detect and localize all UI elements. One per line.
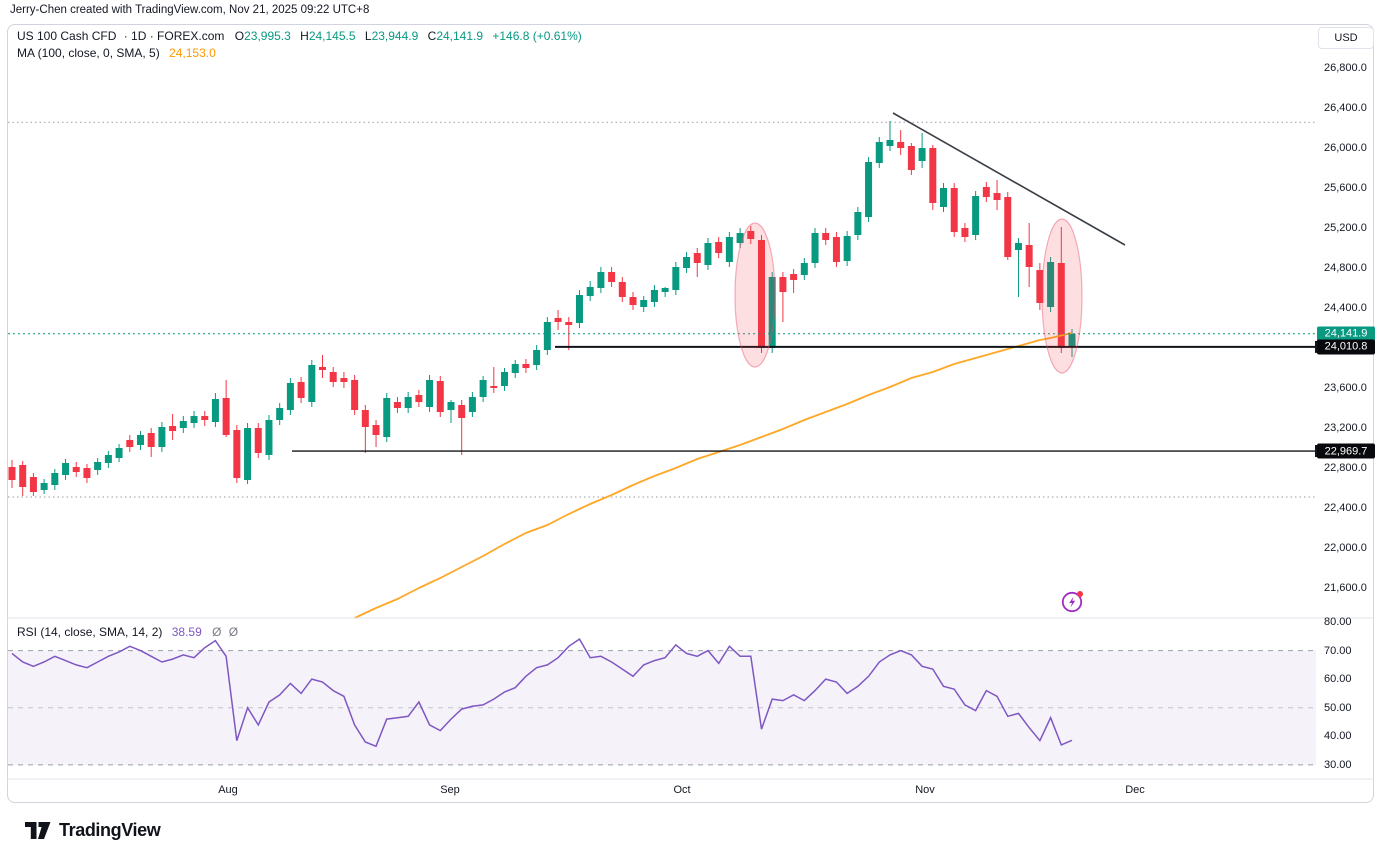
ohlc-low-label: L [364,28,372,43]
rsi-hidden-value-icon: Ø [212,624,222,639]
price-badge: 24,141.9 [1317,326,1375,342]
price-axis-label: 26,400.0 [1324,102,1367,114]
price-axis-label: 24,400.0 [1324,302,1367,314]
time-axis-label: Aug [218,784,238,796]
price-axis-label: 23,200.0 [1324,422,1367,434]
ma-legend-label: MA (100, close, 0, SMA, 5) [17,45,160,60]
ohlc-close-label: C [427,28,437,43]
range-dotted-lines [8,121,1316,498]
ohlc-change: +146.8 (+0.61%) [492,28,582,43]
time-axis-label: Sep [440,784,460,796]
rsi-axis-label: 50.00 [1324,701,1352,714]
ohlc-low-value: 23,944.9 [371,28,419,43]
ma-legend[interactable]: MA (100, close, 0, SMA, 5) 24,153.0 [17,45,216,60]
symbol-legend[interactable]: US 100 Cash CFD · 1D · FOREX.com O23,995… [17,28,582,43]
rsi-axis-label: 80.00 [1324,616,1352,628]
rsi-band [8,650,1316,766]
price-badge: 24,010.8 [1317,339,1375,355]
symbol-interval-exchange: · 1D · FOREX.com [123,28,225,43]
rsi-hidden-value-icon: Ø [228,624,239,639]
price-axis-label: 22,400.0 [1324,502,1367,514]
rsi-legend-value: 38.59 [171,624,202,639]
rsi-axis-label: 70.00 [1324,644,1352,657]
chart-frame [7,24,1374,803]
ohlc-high-value: 24,145.5 [308,28,356,43]
tradingview-logo-text: TradingView [59,820,161,840]
ohlc-high-label: H [300,28,309,43]
price-axis-label: 22,000.0 [1324,542,1367,554]
trendline[interactable] [892,112,1126,246]
time-axis-label: Dec [1125,784,1145,796]
price-axis-label: 21,600.0 [1324,582,1367,594]
currency-usd-button[interactable]: USD [1318,27,1374,49]
annotation-ellipses[interactable] [734,218,1083,374]
rsi-axis-label: 40.00 [1324,730,1352,743]
rsi-line [11,638,1073,748]
symbol-title: US 100 Cash CFD [17,28,117,43]
rsi-legend[interactable]: RSI (14, close, SMA, 14, 2) 38.59 Ø Ø [17,624,238,639]
ohlc-open-value: 23,995.3 [244,28,291,43]
rsi-axis-label: 30.00 [1324,758,1352,771]
ohlc-open-label: O [234,28,245,43]
price-badge: 22,969.7 [1317,443,1375,459]
candles [8,121,1076,496]
price-axis-label: 24,800.0 [1324,262,1367,274]
price-axis-label: 26,800.0 [1324,62,1367,74]
ma-line [354,331,1073,619]
price-axis-label: 22,800.0 [1324,462,1367,474]
price-axis-label: 23,600.0 [1324,382,1367,394]
pane-separators[interactable] [7,617,1374,780]
attribution-text: Jerry-Chen created with TradingView.com,… [10,4,370,16]
tradingview-logo[interactable]: TradingView [25,820,161,841]
tradingview-logo-mark [25,821,51,839]
flash-events-icon[interactable] [1059,588,1086,615]
ohlc-close-value: 24,141.9 [436,28,484,43]
support-lines[interactable] [292,340,1317,458]
price-axis-label: 25,200.0 [1324,222,1367,234]
price-axis-label: 25,600.0 [1324,182,1367,194]
time-axis-label: Oct [673,784,691,796]
rsi-legend-label: RSI (14, close, SMA, 14, 2) [17,624,163,639]
rsi-axis-label: 60.00 [1324,673,1352,686]
price-axis-label: 26,000.0 [1324,142,1367,154]
time-axis-label: Nov [915,784,935,796]
ma-legend-value: 24,153.0 [169,45,216,60]
